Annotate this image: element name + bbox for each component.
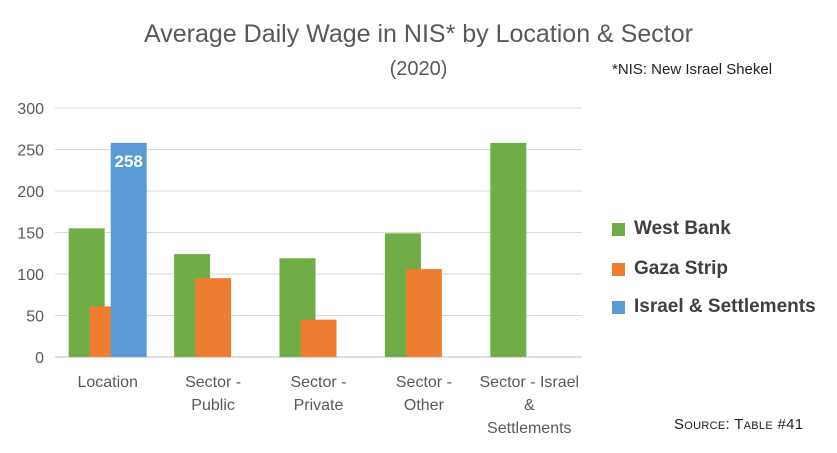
legend-item-israel-settlements: Israel & Settlements [612, 295, 816, 319]
y-tick-label: 150 [17, 226, 44, 243]
x-tick-label-line: Public [191, 397, 235, 414]
y-tick-label: 0 [35, 350, 44, 367]
y-tick-label: 300 [17, 101, 44, 118]
legend-item-gaza-strip: Gaza Strip [612, 257, 728, 281]
y-tick-label: 200 [17, 184, 44, 201]
x-tick-label: Sector - Israel & Settlements [469, 371, 589, 440]
legend-label-israel-settlements: Israel & Settlements [634, 296, 816, 317]
x-tick-label-line: Sector - [185, 374, 242, 391]
chart-subtitle: (2020) [389, 58, 448, 80]
x-tick-label: Sector - Private [259, 371, 379, 417]
x-tick-label-line: Settlements [487, 420, 572, 437]
x-tick-label-line: Sector - Israel [479, 374, 580, 391]
bar-gaza-strip-2 [300, 319, 337, 357]
bar-gaza-strip-3 [405, 269, 442, 357]
bar-gaza-strip-1 [195, 278, 232, 357]
x-tick-label-line: & [523, 397, 535, 414]
bar-west-bank-4 [490, 142, 527, 357]
y-tick-label: 250 [17, 143, 44, 160]
legend-label-gaza-strip: Gaza Strip [634, 258, 728, 279]
source-note: Source: Table #41 [674, 416, 804, 433]
x-tick-label: Sector - Other [364, 371, 484, 417]
legend-swatch-west-bank [612, 222, 625, 236]
y-tick-label: 50 [26, 309, 44, 326]
x-tick-label-line: Private [293, 397, 344, 414]
x-tick-label-line: Sector - [290, 374, 347, 391]
y-tick-label: 100 [17, 267, 44, 284]
bar-israel-settlements-0 [110, 142, 147, 357]
x-tick-label-line: Sector - [395, 374, 452, 391]
legend-label-west-bank: West Bank [634, 218, 731, 239]
x-tick-label: Sector - Public [153, 371, 273, 417]
x-tick-label-line: Location [77, 374, 138, 391]
data-label: 258 [115, 152, 143, 171]
currency-note: *NIS: New Israel Shekel [612, 61, 773, 78]
x-tick-label-line: Other [403, 397, 444, 414]
chart-title: Average Daily Wage in NIS* by Location &… [144, 20, 693, 48]
legend-swatch-gaza-strip [612, 262, 625, 276]
legend-item-west-bank: West Bank [612, 217, 731, 241]
x-tick-label: Location [48, 371, 168, 394]
legend-swatch-israel-settlements [612, 300, 625, 314]
